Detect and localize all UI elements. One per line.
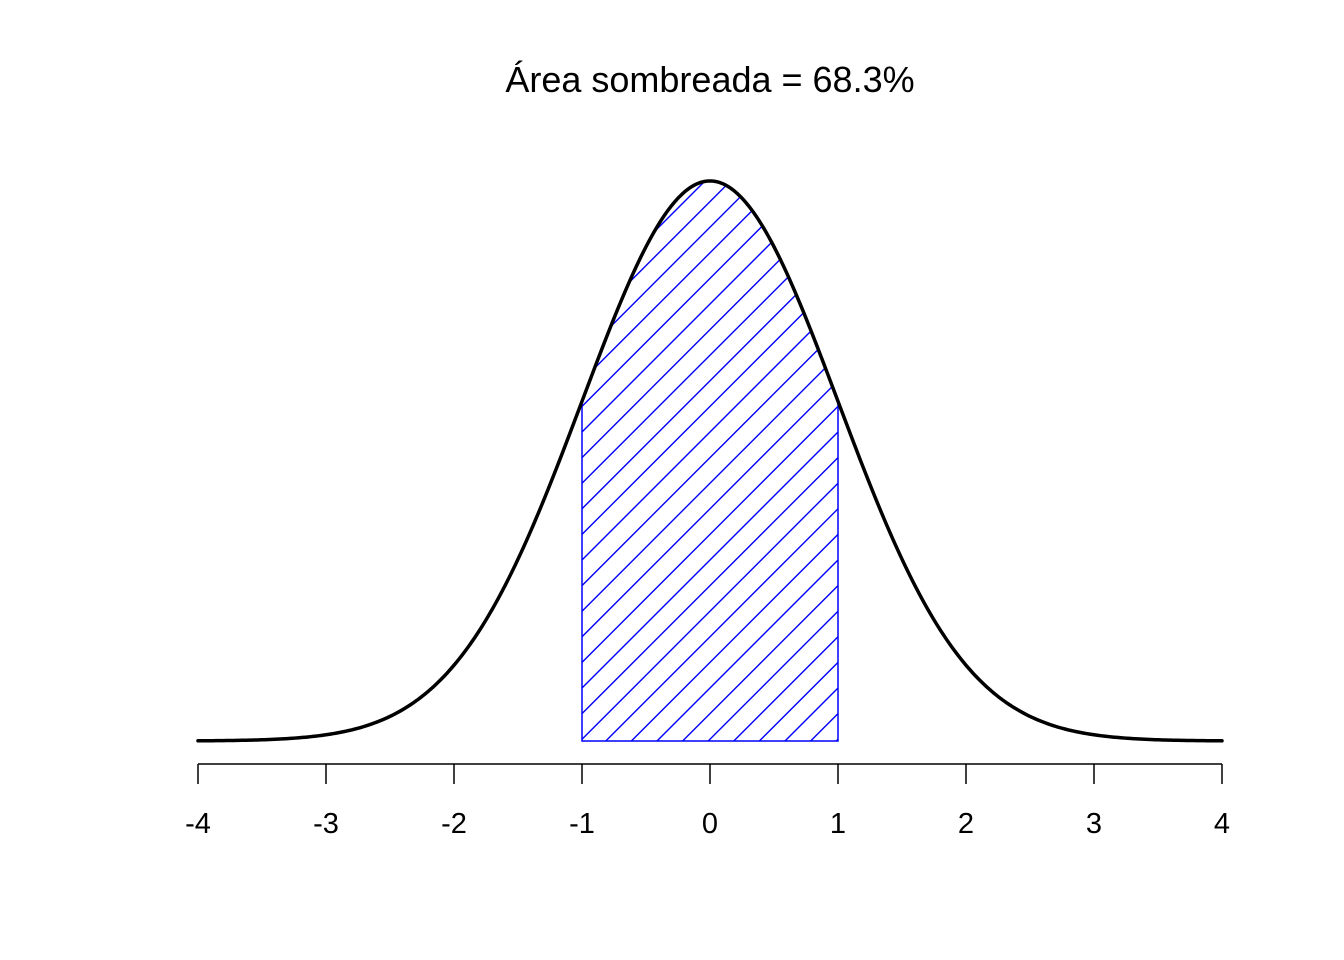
x-axis: -4 -3 -2 -1 0 1 2 3 4: [185, 763, 1230, 840]
x-tick-label: -2: [441, 808, 467, 840]
hatch-line: [702, 180, 838, 741]
hatch-line: [677, 180, 838, 741]
hatch-line: [582, 180, 838, 741]
hatch-line: [582, 180, 838, 741]
hatch-line: [582, 180, 838, 741]
hatch-line: [582, 180, 838, 741]
hatch-line: [582, 180, 813, 741]
hatch-line: [582, 180, 838, 741]
hatch-line: [0, 176, 556, 746]
x-tick-label: 1: [830, 808, 846, 840]
hatch-line: [779, 180, 838, 741]
x-tick-label: -1: [569, 808, 595, 840]
hatch-line: [857, 176, 1344, 746]
hatch-line: [728, 180, 838, 741]
hatch-line: [582, 180, 583, 741]
hatch-line: [582, 180, 838, 741]
hatch-line: [582, 180, 685, 741]
hatch-line: [582, 180, 711, 741]
x-tick-label: 0: [702, 808, 718, 840]
hatch-line: [582, 180, 838, 741]
hatch-line: [582, 180, 838, 741]
density-curve: [196, 179, 1224, 743]
x-tick-label: 4: [1214, 808, 1230, 840]
hatch-line: [600, 180, 838, 741]
hatch-line: [582, 180, 609, 741]
hatch-line: [582, 180, 788, 741]
hatch-line: [830, 180, 838, 741]
hatch-line: [582, 180, 838, 741]
x-tick-label: -4: [185, 808, 211, 840]
x-tick-label: -3: [313, 808, 339, 840]
hatch-line: [753, 180, 838, 741]
hatch-line: [625, 180, 838, 741]
hatch-line: [582, 180, 838, 741]
chart-title: Área sombreada = 68.3%: [505, 59, 914, 100]
hatch-line: [805, 180, 838, 741]
shaded-region-hatching: [0, 176, 1344, 746]
hatch-line: [582, 180, 838, 741]
shaded-region-outline: [581, 180, 839, 742]
hatch-line: [582, 180, 762, 741]
hatch-line: [582, 180, 660, 741]
hatch-line: [582, 180, 634, 741]
x-tick-label: 3: [1086, 808, 1102, 840]
hatch-line: [582, 180, 838, 741]
x-tick-label: 2: [958, 808, 974, 840]
hatch-line: [582, 180, 838, 741]
hatch-line: [651, 180, 838, 741]
hatch-line: [582, 180, 737, 741]
